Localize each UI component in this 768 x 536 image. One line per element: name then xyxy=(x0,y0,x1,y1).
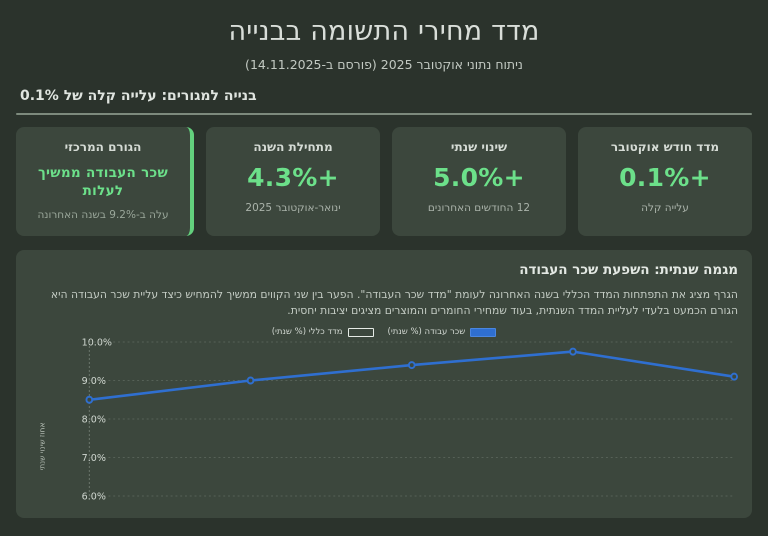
y-tick-label: 7.0% xyxy=(82,453,106,464)
page-title: מדד מחירי התשומה בבנייה xyxy=(228,16,540,47)
y-tick-label: 6.0% xyxy=(82,491,106,502)
kpi-value: +4.3% xyxy=(247,163,339,192)
trend-chart-panel: מגמה שנתית: השפעת שכר העבודה הגרף מציג א… xyxy=(16,250,752,518)
chart-data-point[interactable] xyxy=(85,395,94,404)
kpi-card-list: מדד חודש אוקטובר +0.1% עלייה קלה שינוי ש… xyxy=(16,127,752,236)
chart-data-point[interactable] xyxy=(246,376,255,385)
chart-y-tick-labels: 10.0% 9.0% 8.0% 7.0% 6.0% xyxy=(82,337,112,502)
legend-label: מדד כללי (% שנתי) xyxy=(271,327,343,337)
chart-area: שכר עבודה (% שנתי) מדד כללי (% שנתי) אחו… xyxy=(30,324,738,509)
kpi-label: הגורם המרכזי xyxy=(64,140,142,154)
legend-item-general-index[interactable]: מדד כללי (% שנתי) xyxy=(272,327,374,337)
legend-swatch-icon xyxy=(347,327,374,337)
chart-line-wages xyxy=(88,350,736,402)
kpi-sublabel: עלייה קלה xyxy=(641,202,689,214)
kpi-value: שכר העבודה ממשיך לעלות xyxy=(37,165,169,199)
page-subtitle: ניתוח נתוני אוקטובר 2025 (פורסם ב-14.11.… xyxy=(245,57,523,72)
kpi-label: מתחילת השנה xyxy=(253,140,333,154)
line-chart-svg: 10.0% 9.0% 8.0% 7.0% 6.0% xyxy=(82,337,738,503)
chart-data-points xyxy=(85,347,738,404)
chart-data-point[interactable] xyxy=(730,372,738,381)
kpi-sublabel: ינואר-אוקטובר 2025 xyxy=(245,202,341,214)
chart-legend: שכר עבודה (% שנתי) מדד כללי (% שנתי) xyxy=(30,324,738,340)
header-divider xyxy=(16,113,752,115)
chart-data-point[interactable] xyxy=(569,347,577,356)
kpi-label: מדד חודש אוקטובר xyxy=(610,140,720,154)
summary-tagline: בנייה למגורים: עלייה קלה של 0.1% xyxy=(20,88,257,104)
y-tick-label: 8.0% xyxy=(82,414,106,425)
kpi-card-yearly-change: שינוי שנתי +5.0% 12 החודשים האחרונים xyxy=(392,127,566,236)
legend-label: שכר עבודה (% שנתי) xyxy=(387,327,466,337)
kpi-sublabel: 12 החודשים האחרונים xyxy=(427,202,531,214)
page-header: מדד מחירי התשומה בבנייה ניתוח נתוני אוקט… xyxy=(16,0,752,72)
kpi-sublabel: עלה ב-9.2% בשנה האחרונה xyxy=(37,209,169,221)
kpi-card-main-factor: הגורם המרכזי שכר העבודה ממשיך לעלות עלה … xyxy=(16,127,194,236)
kpi-value: +0.1% xyxy=(619,163,711,192)
chart-data-point[interactable] xyxy=(407,361,416,370)
panel-description: הגרף מציג את התפתחות המדד הכללי בשנה האח… xyxy=(50,288,738,317)
y-tick-label: 9.0% xyxy=(82,376,106,387)
legend-item-wages[interactable]: שכר עבודה (% שנתי) xyxy=(388,327,497,337)
panel-title: מגמה שנתית: השפעת שכר העבודה xyxy=(519,262,738,278)
kpi-label: שינוי שנתי xyxy=(450,140,508,154)
y-tick-label: 10.0% xyxy=(82,337,112,348)
kpi-card-year-to-date: מתחילת השנה +4.3% ינואר-אוקטובר 2025 xyxy=(206,127,380,236)
kpi-value: +5.0% xyxy=(433,163,525,192)
y-axis-title: אחוז שינוי שנתי xyxy=(37,422,47,471)
chart-gridlines xyxy=(89,341,735,497)
kpi-card-october-index: מדד חודש אוקטובר +0.1% עלייה קלה xyxy=(578,127,752,236)
legend-swatch-icon xyxy=(470,327,497,337)
